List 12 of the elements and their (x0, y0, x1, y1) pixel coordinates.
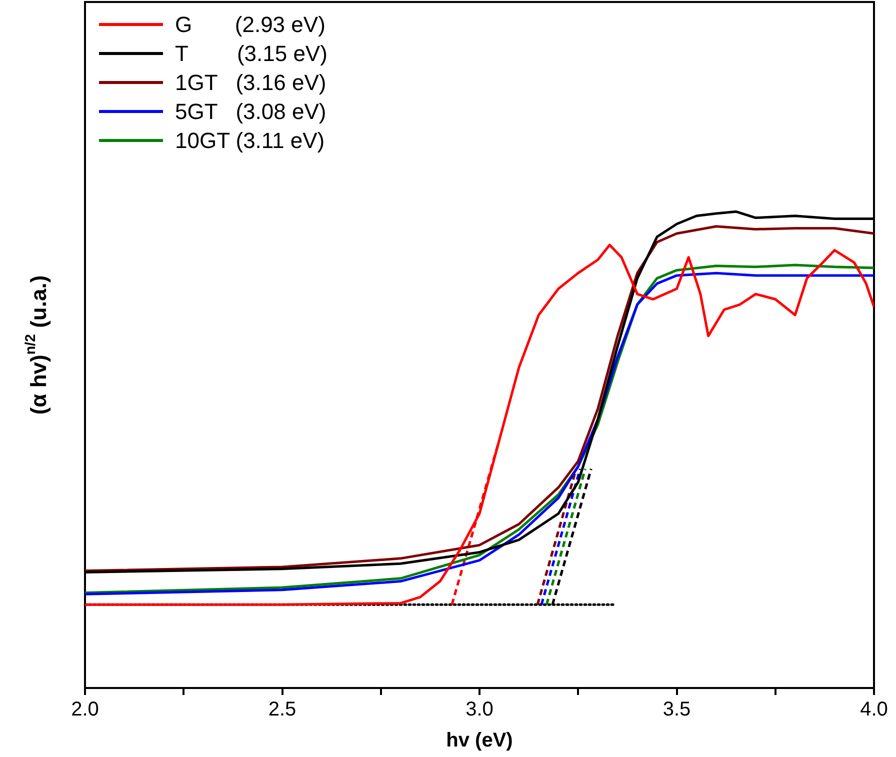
legend-label: 10GT (3.11 eV) (175, 128, 325, 154)
legend-label: G (2.93 eV) (175, 12, 326, 38)
x-axis-title: hv (eV) (446, 730, 513, 752)
x-tick-label: 3.0 (466, 698, 494, 721)
x-tick-label: 2.5 (268, 698, 296, 721)
x-tick-label: 2.0 (71, 698, 99, 721)
legend-label: 1GT (3.16 eV) (175, 70, 326, 96)
x-tick-label: 3.5 (662, 698, 691, 721)
x-tick-label: 4.0 (860, 698, 888, 721)
legend-label: T (3.15 eV) (175, 40, 328, 66)
y-axis-title: (α hv)n/2 (u.a.) (23, 275, 52, 415)
legend-label: 5GT (3.08 eV) (175, 98, 326, 124)
